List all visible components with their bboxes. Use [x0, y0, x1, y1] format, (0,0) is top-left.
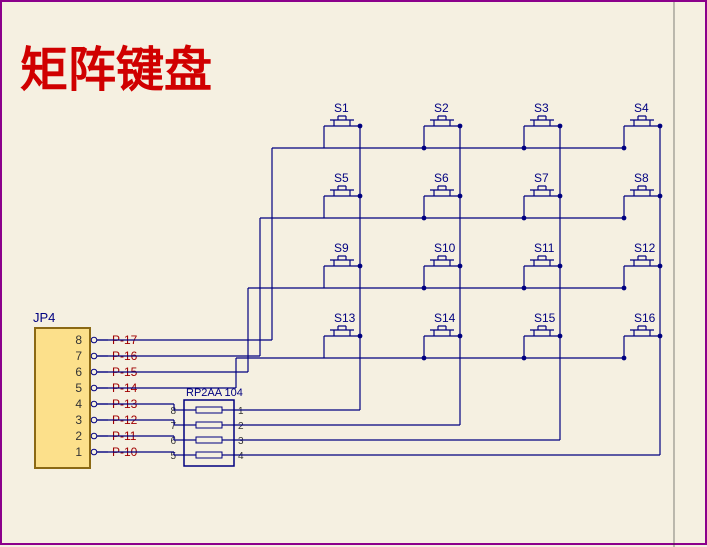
- svg-text:2: 2: [238, 421, 244, 432]
- svg-text:S9: S9: [334, 241, 349, 255]
- svg-text:1: 1: [75, 445, 82, 459]
- svg-text:S4: S4: [634, 101, 649, 115]
- svg-text:4: 4: [238, 451, 244, 462]
- svg-text:S11: S11: [534, 241, 555, 255]
- svg-text:S16: S16: [634, 311, 656, 325]
- svg-text:S6: S6: [434, 171, 449, 185]
- svg-text:3: 3: [238, 436, 244, 447]
- svg-text:S7: S7: [534, 171, 549, 185]
- svg-text:S3: S3: [534, 101, 549, 115]
- svg-text:1: 1: [238, 406, 244, 417]
- svg-text:S12: S12: [634, 241, 656, 255]
- svg-text:8: 8: [75, 333, 82, 347]
- svg-text:S8: S8: [634, 171, 649, 185]
- svg-text:7: 7: [75, 349, 82, 363]
- schematic-svg: JP48P-177P-166P-155P-144P-133P-122P-111P…: [2, 2, 707, 547]
- svg-text:S10: S10: [434, 241, 456, 255]
- svg-text:JP4: JP4: [33, 310, 55, 325]
- svg-text:S14: S14: [434, 311, 456, 325]
- svg-text:4: 4: [75, 397, 82, 411]
- svg-text:S15: S15: [534, 311, 556, 325]
- svg-text:5: 5: [75, 381, 82, 395]
- svg-text:3: 3: [75, 413, 82, 427]
- svg-text:RP2AA 104: RP2AA 104: [186, 387, 243, 399]
- svg-text:2: 2: [75, 429, 82, 443]
- svg-text:6: 6: [75, 365, 82, 379]
- svg-text:S1: S1: [334, 101, 349, 115]
- svg-text:S5: S5: [334, 171, 349, 185]
- svg-text:S2: S2: [434, 101, 449, 115]
- schematic-canvas: 矩阵键盘 JP48P-177P-166P-155P-144P-133P-122P…: [0, 0, 707, 545]
- svg-text:S13: S13: [334, 311, 356, 325]
